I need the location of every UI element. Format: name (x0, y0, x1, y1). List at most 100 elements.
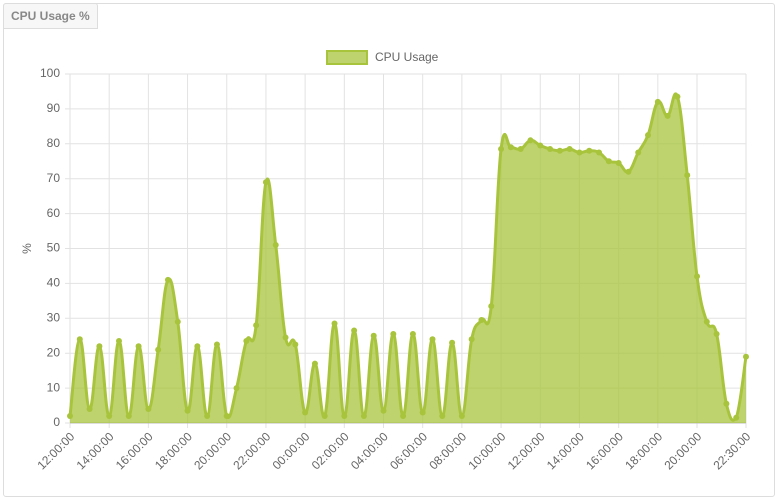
y-tick-label: 60 (47, 206, 61, 220)
data-point (654, 98, 661, 105)
x-tick-label: 16:00:00 (583, 429, 626, 472)
data-point (517, 146, 524, 153)
data-point (341, 413, 348, 420)
data-point (605, 158, 612, 165)
data-point (400, 413, 407, 420)
data-point (331, 320, 338, 327)
x-tick-label: 18:00:00 (622, 429, 665, 472)
data-point (125, 413, 132, 420)
data-point (743, 353, 749, 360)
data-point (488, 303, 495, 310)
panel-tab[interactable]: CPU Usage % (3, 3, 98, 29)
x-tick-label: 08:00:00 (426, 429, 469, 472)
data-point (380, 407, 387, 414)
data-point (674, 93, 681, 100)
data-point (723, 400, 730, 407)
data-point (586, 147, 593, 154)
x-tick-label: 22:30:00 (710, 429, 753, 472)
x-tick-label: 10:00:00 (466, 429, 509, 472)
x-tick-label: 12:00:00 (505, 429, 548, 472)
y-tick-label: 20 (47, 345, 61, 359)
data-point (243, 337, 250, 344)
y-tick-label: 30 (47, 310, 61, 324)
area-fill (70, 93, 746, 423)
data-point (233, 385, 240, 392)
data-point (733, 414, 740, 421)
data-point (370, 332, 377, 339)
data-point (566, 146, 573, 153)
data-point (429, 336, 436, 343)
data-point (419, 409, 426, 416)
data-point (458, 413, 465, 420)
data-point (194, 343, 201, 350)
data-point (576, 149, 583, 156)
data-point (498, 146, 505, 153)
data-point (547, 146, 554, 153)
data-point (468, 336, 475, 343)
data-point (615, 159, 622, 166)
y-tick-label: 100 (40, 66, 60, 80)
data-point (625, 168, 632, 175)
x-tick-label: 22:00:00 (230, 429, 273, 472)
y-tick-label: 10 (47, 380, 61, 394)
data-point (507, 144, 514, 151)
data-point (292, 341, 299, 348)
data-point (713, 331, 720, 338)
data-point (164, 276, 171, 283)
x-tick-label: 14:00:00 (544, 429, 587, 472)
data-point (664, 112, 671, 119)
data-point (684, 172, 691, 179)
legend-item: CPU Usage (326, 50, 439, 65)
x-tick-label: 14:00:00 (74, 429, 117, 472)
data-point (204, 413, 211, 420)
data-point (96, 343, 103, 350)
data-point (76, 336, 83, 343)
y-tick-label: 90 (47, 101, 61, 115)
data-point (321, 413, 328, 420)
data-point (106, 413, 113, 420)
data-point (635, 149, 642, 156)
x-tick-label: 20:00:00 (191, 429, 234, 472)
y-tick-label: 0 (53, 415, 60, 429)
data-point (174, 318, 181, 325)
data-point (253, 322, 260, 329)
y-tick-label: 70 (47, 171, 61, 185)
data-point (302, 409, 309, 416)
data-point (449, 339, 456, 346)
x-tick-label: 16:00:00 (113, 429, 156, 472)
data-point (86, 406, 93, 413)
data-point (390, 331, 397, 338)
y-tick-label: 40 (47, 276, 61, 290)
data-point (135, 343, 142, 350)
legend-swatch (326, 50, 368, 65)
data-point (272, 242, 279, 249)
data-point (527, 137, 534, 144)
x-tick-label: 00:00:00 (270, 429, 313, 472)
data-point (262, 179, 269, 186)
data-point (537, 142, 544, 149)
data-point (311, 360, 318, 367)
data-point (184, 407, 191, 414)
data-point (596, 149, 603, 156)
data-point (703, 318, 710, 325)
data-point (282, 334, 289, 341)
data-point (67, 413, 73, 420)
data-point (213, 341, 220, 348)
data-point (645, 132, 652, 139)
data-point (478, 317, 485, 324)
y-tick-label: 50 (47, 241, 61, 255)
data-point (115, 337, 122, 344)
x-tick-label: 18:00:00 (152, 429, 195, 472)
panel (3, 3, 775, 497)
data-point (694, 273, 701, 280)
x-tick-label: 06:00:00 (387, 429, 430, 472)
data-point (556, 147, 563, 154)
data-point (409, 331, 416, 338)
x-tick-label: 12:00:00 (34, 429, 77, 472)
x-tick-label: 20:00:00 (661, 429, 704, 472)
data-point (145, 406, 152, 413)
x-tick-label: 04:00:00 (348, 429, 391, 472)
data-point (155, 346, 162, 353)
